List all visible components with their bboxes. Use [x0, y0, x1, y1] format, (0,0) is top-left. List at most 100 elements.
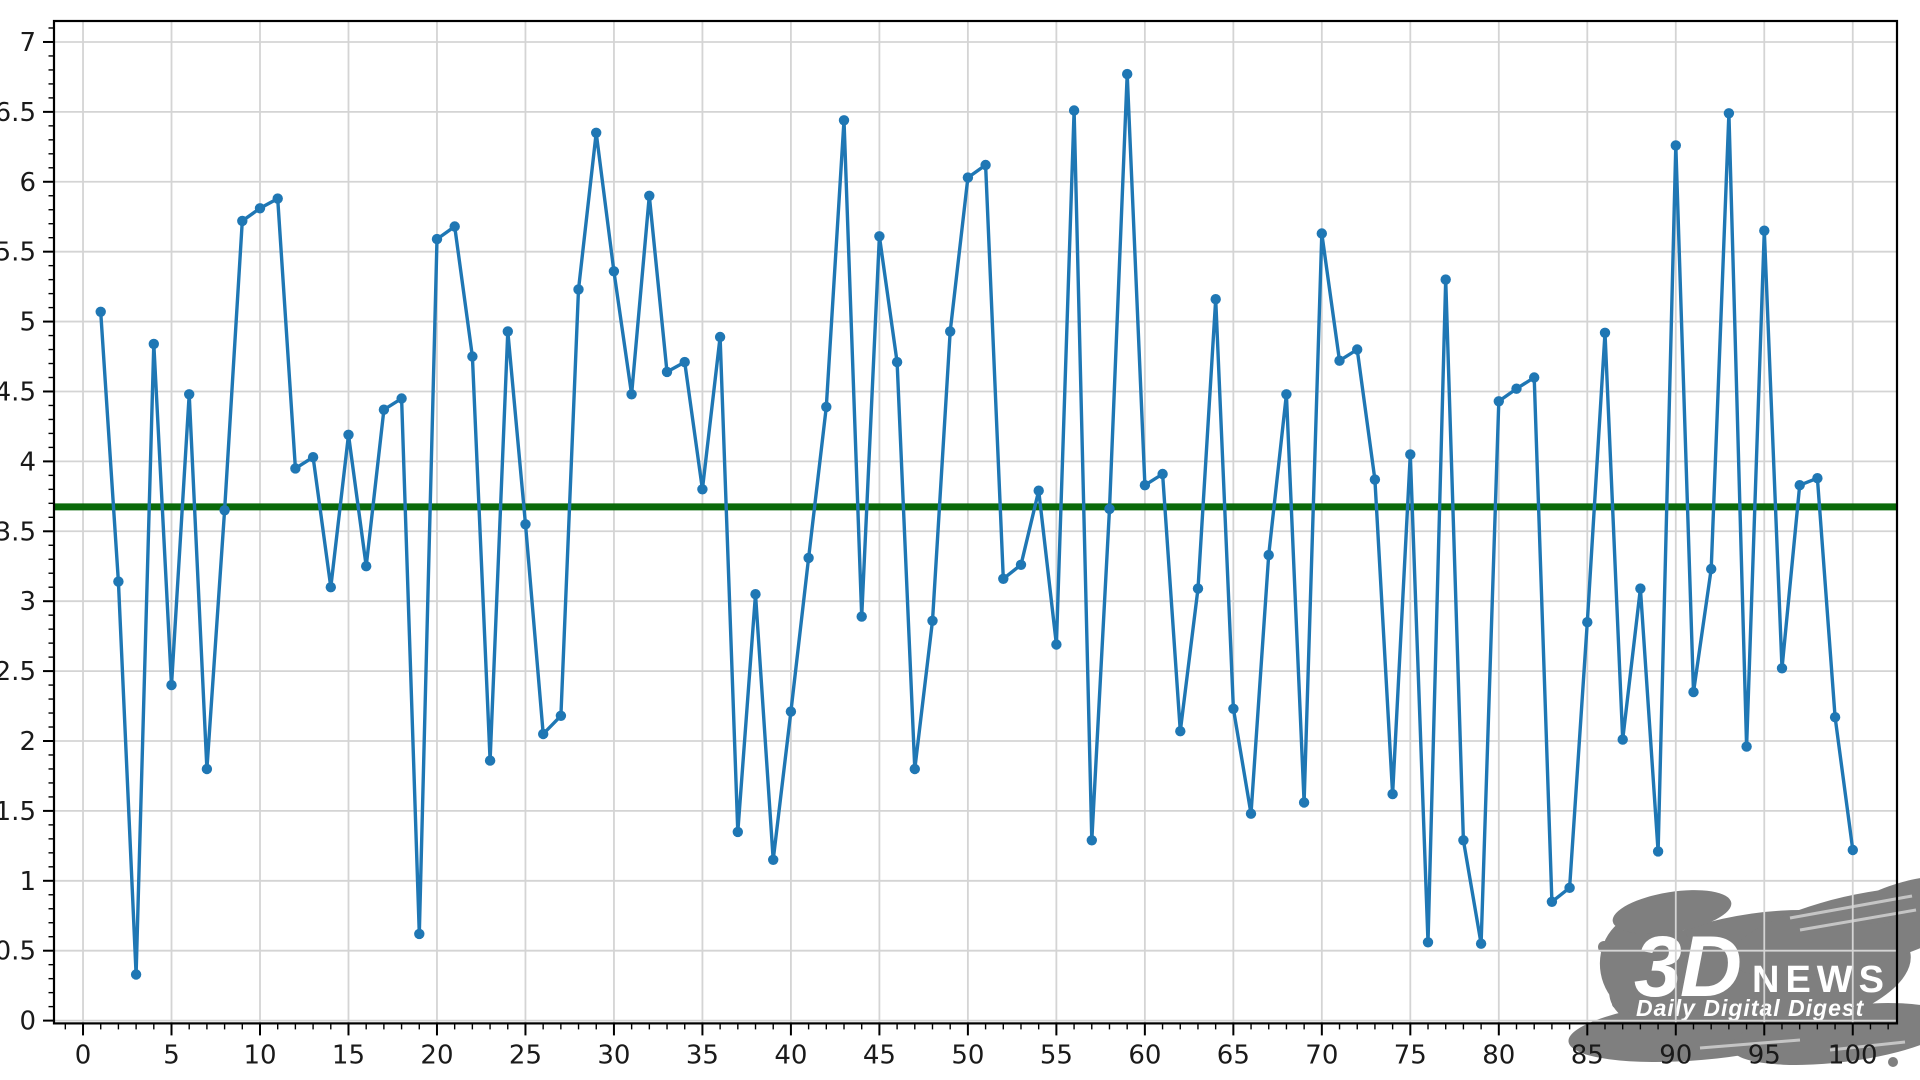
data-point — [1405, 449, 1416, 460]
data-point — [1635, 583, 1646, 594]
data-point — [1263, 549, 1274, 561]
data-point — [1334, 355, 1345, 366]
data-point — [1440, 274, 1451, 285]
data-point — [1776, 663, 1788, 674]
y-tick-label: 0.5 — [0, 937, 36, 967]
data-point — [502, 326, 513, 337]
y-tick-label: 3 — [19, 587, 36, 617]
x-tick-label: 55 — [1040, 1040, 1073, 1070]
data-point — [679, 356, 690, 368]
data-point — [1564, 882, 1575, 893]
data-point — [714, 331, 726, 343]
data-point — [697, 484, 708, 495]
data-point — [838, 115, 850, 126]
x-tick-label: 15 — [332, 1040, 365, 1070]
y-tick-label: 2.5 — [0, 657, 36, 687]
x-tick-label: 70 — [1305, 1040, 1338, 1070]
x-tick-label: 5 — [163, 1040, 180, 1070]
y-tick-label: 2 — [19, 727, 36, 757]
data-point — [484, 755, 496, 766]
x-tick-label: 80 — [1482, 1040, 1515, 1070]
data-point — [431, 233, 443, 245]
data-point — [1228, 703, 1239, 714]
data-point — [1617, 734, 1628, 745]
x-tick-label: 100 — [1828, 1040, 1878, 1070]
data-point — [414, 928, 425, 940]
data-point — [1829, 712, 1841, 723]
data-point — [856, 611, 867, 622]
data-point — [290, 463, 301, 474]
data-point — [148, 338, 159, 350]
x-tick-label: 10 — [243, 1040, 276, 1070]
data-point — [1582, 617, 1593, 628]
data-point — [325, 582, 336, 593]
data-point — [891, 356, 903, 368]
data-point — [1316, 228, 1328, 239]
ticks-layer — [43, 27, 1889, 1036]
data-point — [1387, 788, 1398, 800]
data-point — [1245, 808, 1257, 819]
data-point — [1458, 835, 1469, 846]
axes-border — [52, 19, 1899, 1025]
data-point — [1033, 485, 1044, 496]
data-point — [1529, 372, 1540, 383]
data-point — [1706, 563, 1717, 575]
data-point — [1281, 389, 1292, 400]
data-point — [1369, 474, 1381, 485]
data-point — [573, 284, 584, 295]
data-point — [1210, 294, 1221, 305]
data-point — [130, 969, 142, 980]
y-tick-label: 4 — [19, 447, 36, 477]
y-tick-label: 5 — [19, 308, 36, 338]
data-point — [343, 429, 354, 440]
data-point — [254, 203, 266, 214]
data-point — [1422, 937, 1434, 948]
data-point — [520, 519, 531, 530]
data-point — [1599, 327, 1611, 338]
data-point — [1352, 344, 1363, 355]
data-point — [219, 505, 230, 516]
data-point — [750, 589, 761, 600]
data-point — [538, 728, 549, 740]
x-tick-label: 40 — [774, 1040, 807, 1070]
data-point — [785, 706, 797, 717]
data-point — [1175, 726, 1186, 737]
data-point — [1298, 797, 1310, 808]
data-point — [1759, 225, 1770, 236]
data-series-layer — [95, 68, 1859, 980]
data-point — [980, 159, 991, 171]
data-point — [1015, 559, 1027, 570]
x-tick-label: 25 — [509, 1040, 542, 1070]
data-point — [1546, 896, 1558, 907]
data-point — [1688, 686, 1699, 698]
y-tick-label: 6 — [19, 168, 36, 198]
data-point — [732, 826, 743, 838]
y-tick-label: 0 — [19, 1007, 36, 1037]
data-point — [396, 393, 407, 404]
data-point — [184, 389, 195, 400]
x-tick-label: 20 — [420, 1040, 453, 1070]
y-tick-label: 1.5 — [0, 797, 36, 827]
x-tick-label: 90 — [1659, 1040, 1692, 1070]
tick-labels-layer: 0 5 10 15 20 25 30 35 40 45 50 55 60 65 70 75 80 85 90 95 10… — [0, 28, 1878, 1070]
data-point — [909, 763, 920, 775]
data-point — [803, 552, 814, 564]
data-point — [1511, 383, 1522, 394]
data-point — [1794, 480, 1805, 491]
x-tick-label: 65 — [1217, 1040, 1250, 1070]
data-point — [1652, 846, 1664, 857]
data-point — [962, 172, 974, 183]
axes-spines-layer — [52, 19, 1899, 1025]
data-point — [201, 763, 213, 775]
data-point — [998, 573, 1009, 584]
data-point — [1192, 583, 1204, 594]
y-tick-label: 3.5 — [0, 517, 36, 547]
watermark-tagline: Daily Digital Digest — [1636, 995, 1865, 1021]
data-point — [95, 306, 106, 317]
data-point — [467, 351, 478, 362]
data-point — [1104, 503, 1115, 515]
watermark-brand-3d: 3D — [1634, 919, 1740, 1015]
watermark-brand-news: NEWS — [1752, 959, 1890, 1001]
data-point — [113, 576, 124, 587]
x-tick-label: 75 — [1394, 1040, 1427, 1070]
